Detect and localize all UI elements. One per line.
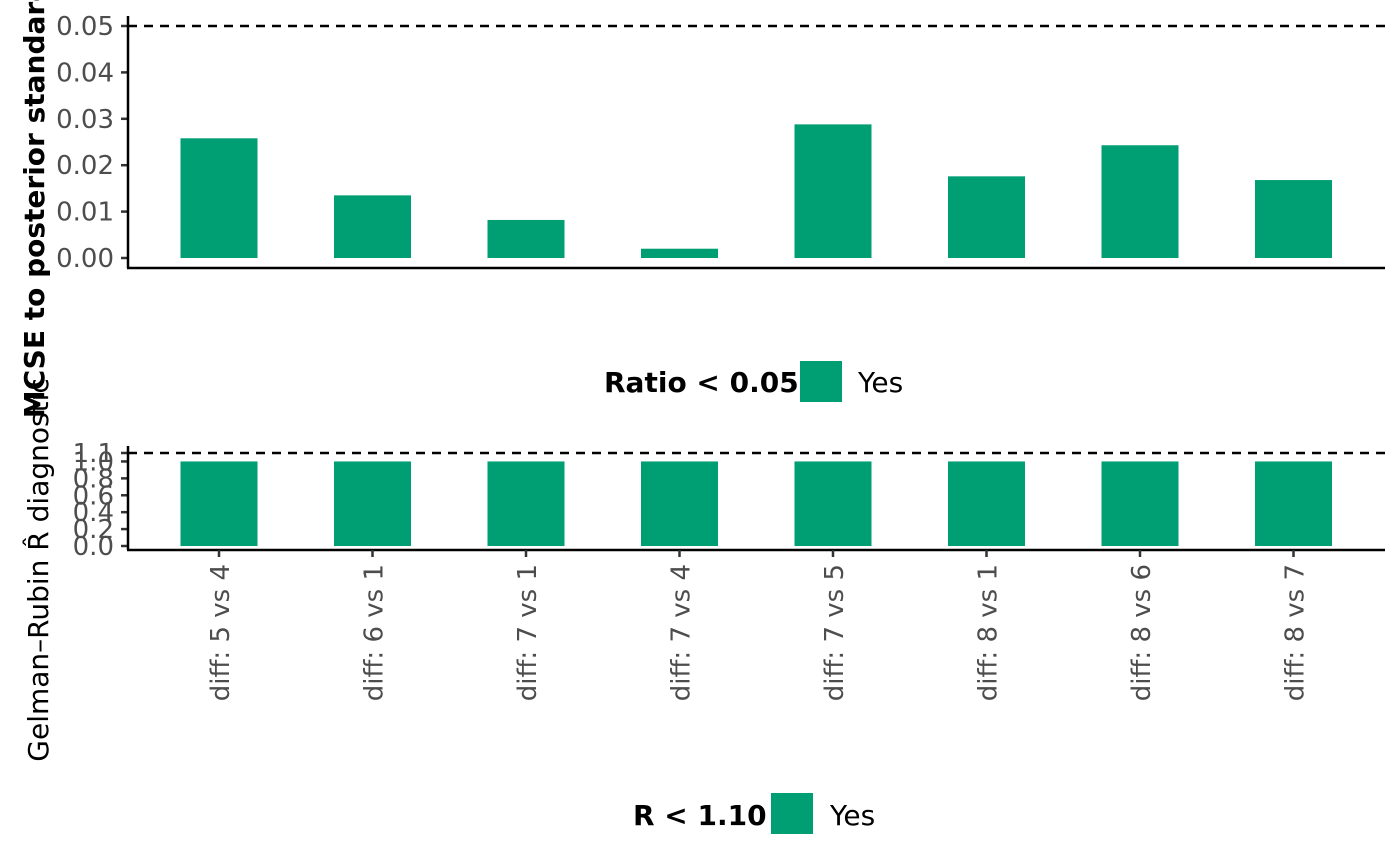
p2-x-tick-label: diff: 7 vs 1 (513, 564, 543, 701)
p2-y-tick-label: 0.8 (73, 464, 114, 494)
mcse-legend-title: Ratio < 0.05 (604, 366, 799, 399)
p2-bar (794, 461, 872, 546)
mcse-panel: 0.00 0.01 0.02 0.03 0.04 0.05 MCSE to posteri… (18, 0, 1385, 418)
p1-bar (180, 138, 258, 258)
p1-bar (641, 248, 718, 258)
p2-x-tick-label: diff: 7 vs 4 (667, 564, 697, 701)
p2-y-tick-label: 1.1 (73, 439, 114, 469)
mcse-legend: Ratio < 0.05 Yes (604, 361, 903, 402)
mcse-legend-key (800, 361, 842, 402)
rhat-legend-label: Yes (829, 799, 875, 832)
p2-y-tick-label: 1.0 (73, 447, 114, 477)
p1-bar (487, 219, 565, 258)
p2-bar (641, 461, 718, 546)
p1-y-tick-label: 0.01 (56, 198, 114, 228)
rhat-bars (180, 461, 1332, 546)
p2-bar (334, 461, 411, 546)
p2-bar (487, 461, 565, 546)
p2-bar (1255, 461, 1332, 546)
p2-x-tick-label: diff: 8 vs 1 (974, 564, 1004, 701)
p2-bar (180, 461, 258, 546)
p2-x-tick-label: diff: 6 vs 1 (360, 564, 390, 701)
p2-x-tick-label: diff: 5 vs 4 (206, 564, 236, 701)
mcse-y-ticks: 0.00 0.01 0.02 0.03 0.04 0.05 (56, 12, 128, 274)
rhat-x-ticks: diff: 5 vs 4 diff: 6 vs 1 diff: 7 vs 1 diff… (206, 550, 1311, 701)
p1-y-tick-label: 0.05 (56, 12, 114, 42)
rhat-y-axis-title: Gelman–Rubin R̂ diagnostic (22, 378, 55, 761)
p2-y-tick-label: 0.4 (73, 498, 114, 528)
rhat-y-ticks: 0.00.20.40.60.81.01.1 (73, 439, 128, 562)
p1-y-tick-label: 0.03 (56, 105, 114, 135)
p1-y-tick-label: 0.00 (56, 244, 114, 274)
p2-y-tick-label: 0.2 (73, 515, 114, 545)
p1-y-tick-label: 0.04 (56, 58, 114, 88)
p1-y-tick-label: 0.02 (56, 151, 114, 181)
mcse-legend-label: Yes (857, 366, 903, 399)
p1-bar (948, 176, 1025, 258)
rhat-legend: R < 1.10 Yes (633, 793, 875, 834)
p1-bar (1101, 145, 1179, 258)
p1-bar (1255, 180, 1332, 258)
p2-x-tick-label: diff: 7 vs 5 (820, 564, 850, 701)
p1-bar (794, 124, 872, 258)
p2-y-tick-label: 0.6 (73, 481, 114, 511)
rhat-panel: 0.00.20.40.60.81.01.1 diff: 5 vs 4 diff: … (22, 378, 1385, 762)
rhat-legend-title: R < 1.10 (633, 799, 767, 832)
rhat-legend-key (771, 793, 813, 834)
p2-x-tick-label: diff: 8 vs 7 (1281, 564, 1311, 701)
mcse-bars (180, 124, 1332, 258)
p2-bar (1101, 461, 1179, 546)
p2-x-tick-label: diff: 8 vs 6 (1127, 564, 1157, 701)
p1-bar (334, 195, 411, 258)
mcse-y-axis-title: MCSE to posterior standard (18, 0, 51, 418)
p2-y-tick-label: 0.0 (73, 532, 114, 562)
p2-bar (948, 461, 1025, 546)
